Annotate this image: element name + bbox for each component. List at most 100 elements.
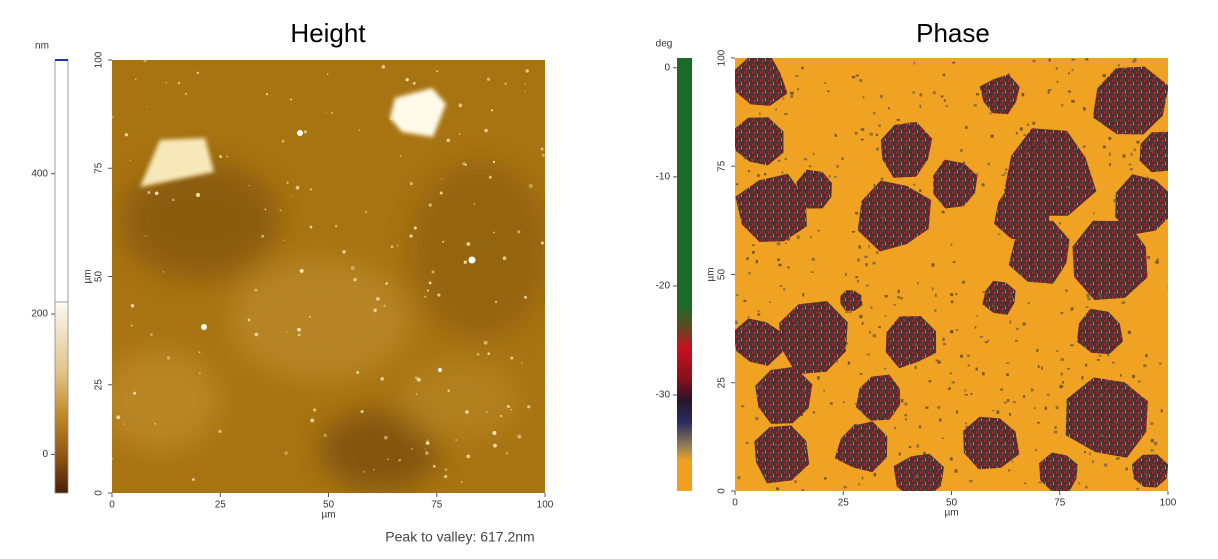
texture bbox=[827, 90, 830, 93]
texture bbox=[458, 103, 463, 108]
texture bbox=[1039, 452, 1078, 491]
colorbar-tick-label: -30 bbox=[656, 390, 671, 401]
texture bbox=[854, 402, 859, 405]
texture bbox=[997, 97, 999, 100]
texture bbox=[872, 261, 876, 265]
texture bbox=[849, 310, 852, 314]
texture bbox=[834, 133, 837, 137]
texture bbox=[842, 401, 845, 404]
texture bbox=[1150, 215, 1153, 218]
texture bbox=[283, 239, 285, 242]
colorbar-label: deg bbox=[656, 39, 673, 50]
texture bbox=[801, 489, 805, 491]
texture bbox=[735, 173, 807, 242]
texture bbox=[375, 296, 380, 301]
texture bbox=[884, 295, 888, 298]
texture bbox=[758, 385, 762, 389]
texture bbox=[353, 277, 357, 282]
texture bbox=[763, 172, 767, 176]
texture bbox=[177, 81, 181, 85]
texture bbox=[163, 146, 166, 150]
colorbar bbox=[54, 59, 69, 494]
texture bbox=[947, 164, 951, 167]
texture bbox=[865, 263, 868, 267]
texture bbox=[1135, 68, 1139, 72]
texture bbox=[422, 126, 425, 128]
texture bbox=[460, 481, 463, 483]
texture bbox=[937, 360, 941, 364]
texture bbox=[493, 443, 497, 448]
texture bbox=[928, 380, 932, 383]
texture bbox=[1071, 99, 1075, 103]
texture bbox=[488, 175, 492, 179]
texture bbox=[196, 192, 200, 197]
texture bbox=[473, 203, 476, 205]
texture bbox=[455, 439, 457, 441]
y-tick-label: 50 bbox=[717, 269, 728, 281]
texture bbox=[903, 318, 905, 322]
texture bbox=[762, 454, 766, 458]
texture bbox=[198, 372, 201, 375]
texture bbox=[281, 139, 285, 143]
texture bbox=[1044, 139, 1049, 144]
texture bbox=[817, 229, 820, 232]
texture bbox=[799, 334, 802, 338]
texture bbox=[1136, 140, 1140, 144]
texture bbox=[796, 235, 800, 239]
texture bbox=[743, 155, 747, 160]
texture bbox=[803, 186, 805, 190]
texture bbox=[802, 293, 805, 297]
texture bbox=[464, 163, 467, 166]
texture bbox=[939, 472, 942, 475]
texture bbox=[1032, 121, 1036, 125]
texture bbox=[1133, 58, 1137, 62]
texture bbox=[226, 155, 229, 158]
texture bbox=[1128, 163, 1132, 166]
texture bbox=[896, 118, 900, 121]
texture bbox=[1167, 286, 1168, 290]
texture bbox=[860, 128, 865, 131]
texture bbox=[941, 437, 944, 440]
texture bbox=[755, 417, 759, 420]
texture bbox=[1128, 331, 1132, 335]
texture bbox=[875, 251, 879, 255]
texture bbox=[290, 98, 292, 101]
texture bbox=[907, 352, 910, 355]
texture bbox=[517, 434, 522, 439]
texture bbox=[1004, 172, 1007, 175]
texture bbox=[261, 234, 264, 238]
x-tick-label: 25 bbox=[838, 498, 850, 509]
y-tick-label: 25 bbox=[717, 377, 728, 389]
texture bbox=[1102, 317, 1107, 320]
texture bbox=[1035, 239, 1037, 242]
texture bbox=[880, 177, 884, 181]
texture bbox=[896, 149, 900, 152]
texture bbox=[1154, 441, 1158, 446]
texture bbox=[1130, 115, 1133, 118]
texture bbox=[413, 226, 417, 230]
texture bbox=[905, 146, 909, 150]
texture bbox=[524, 295, 527, 299]
y-tick-label: 0 bbox=[94, 490, 105, 496]
texture bbox=[952, 261, 956, 263]
texture bbox=[326, 73, 329, 75]
texture bbox=[803, 158, 808, 161]
texture bbox=[1081, 184, 1085, 187]
texture bbox=[1037, 365, 1040, 369]
texture bbox=[399, 154, 402, 157]
texture bbox=[462, 161, 466, 166]
texture bbox=[1005, 304, 1008, 307]
texture bbox=[1107, 354, 1110, 357]
texture bbox=[962, 280, 966, 284]
texture bbox=[777, 159, 781, 162]
texture bbox=[904, 204, 909, 207]
texture bbox=[776, 242, 781, 246]
texture bbox=[872, 334, 877, 338]
texture bbox=[1156, 258, 1159, 262]
texture bbox=[840, 301, 844, 303]
texture bbox=[1044, 406, 1047, 410]
texture bbox=[740, 327, 744, 330]
texture bbox=[861, 476, 864, 480]
texture bbox=[1122, 154, 1126, 158]
